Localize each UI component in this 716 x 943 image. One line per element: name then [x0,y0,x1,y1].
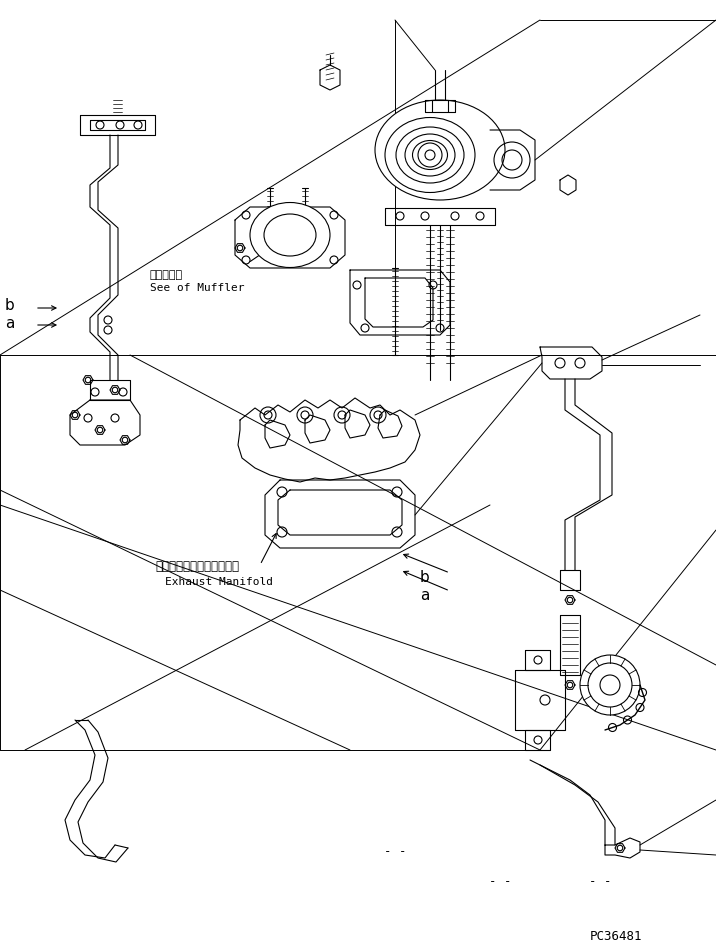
Text: a: a [420,588,430,603]
Text: PC36481: PC36481 [590,930,642,943]
Circle shape [580,655,640,715]
Text: b: b [5,297,15,312]
Ellipse shape [385,118,475,192]
Circle shape [588,663,632,707]
Text: - -: - - [384,845,406,858]
Circle shape [600,675,620,695]
Ellipse shape [396,127,464,183]
Text: See of Muffler: See of Muffler [150,283,244,293]
Text: エキゾーストマニホールド: エキゾーストマニホールド [155,560,239,573]
Ellipse shape [375,100,505,200]
Text: - -: - - [589,875,611,888]
Ellipse shape [405,134,455,176]
Text: - -: - - [489,875,511,888]
Text: Exhaust Manifold: Exhaust Manifold [165,577,273,587]
Ellipse shape [250,203,330,268]
Circle shape [425,150,435,160]
Ellipse shape [412,141,448,170]
Text: マフラ参照: マフラ参照 [150,270,183,280]
Text: a: a [5,316,14,330]
Circle shape [418,143,442,167]
Text: b: b [420,570,430,585]
Ellipse shape [264,214,316,256]
